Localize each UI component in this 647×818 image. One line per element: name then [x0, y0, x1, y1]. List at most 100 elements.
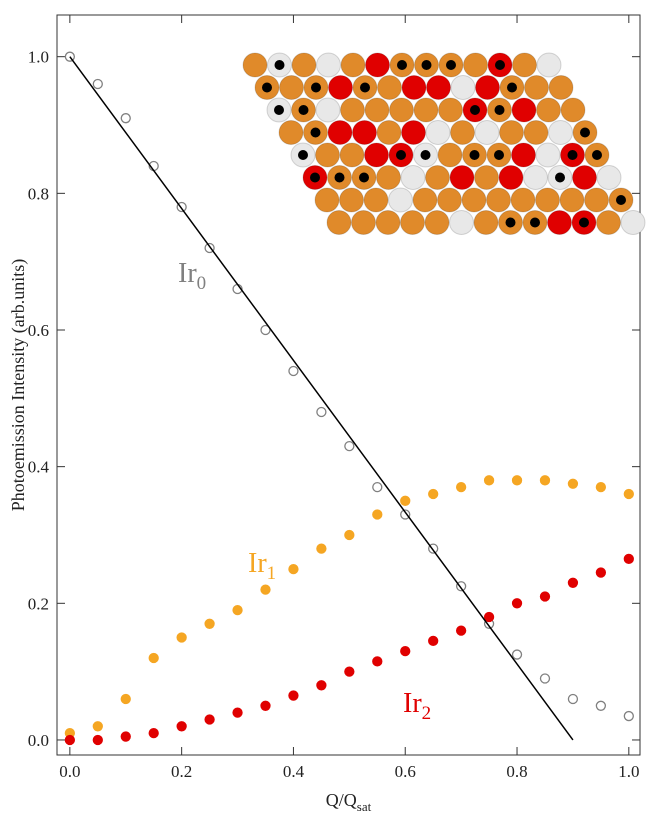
adsorbate	[530, 217, 540, 228]
atom	[340, 52, 366, 78]
atom	[327, 120, 353, 145]
data-point	[316, 406, 327, 418]
data-point	[92, 721, 103, 732]
data-point	[455, 581, 467, 592]
adsorbate	[359, 172, 369, 183]
atom	[401, 75, 427, 100]
atom	[315, 97, 341, 123]
atom	[316, 52, 341, 78]
series-label-sub: 0	[197, 273, 207, 294]
data-point	[400, 495, 411, 506]
y-tick-label: 0.8	[28, 184, 49, 203]
adsorbate	[298, 150, 308, 160]
adsorbate	[274, 60, 285, 70]
atom	[388, 187, 413, 213]
atom	[364, 97, 390, 123]
data-point	[288, 690, 299, 701]
atom	[620, 210, 646, 235]
data-point	[567, 693, 579, 705]
atom	[437, 187, 462, 213]
data-point	[483, 611, 495, 623]
atom	[510, 187, 536, 213]
data-point	[372, 656, 383, 667]
y-tick-label: 0.6	[28, 321, 49, 340]
data-point	[176, 632, 187, 643]
adsorbate	[310, 172, 320, 183]
data-point	[344, 666, 355, 677]
data-point	[344, 529, 355, 541]
atom	[486, 187, 511, 213]
data-point	[428, 635, 439, 647]
atom	[315, 142, 340, 168]
y-tick-label: 1.0	[28, 48, 49, 67]
data-point	[623, 710, 634, 722]
atom	[424, 210, 450, 235]
data-point	[623, 488, 634, 500]
y-tick-label: 0.0	[28, 731, 49, 750]
y-axis-label: Photoemission Intensity (arb.units)	[8, 259, 29, 511]
x-tick-label: 0.2	[171, 762, 192, 781]
x-tick-label: 0.0	[59, 762, 80, 781]
adsorbate	[396, 150, 406, 160]
atom	[463, 52, 488, 78]
atom	[584, 187, 609, 213]
data-point	[623, 553, 634, 565]
fit-line	[69, 56, 574, 741]
atom	[400, 165, 426, 190]
adsorbate	[494, 150, 504, 160]
atom	[450, 120, 475, 145]
atom	[339, 142, 365, 168]
adsorbate	[567, 150, 578, 160]
atom	[572, 165, 597, 190]
atom	[364, 142, 389, 168]
data-point	[260, 700, 271, 711]
x-tick-label: 1.0	[618, 762, 639, 781]
atom	[524, 75, 549, 100]
atom	[511, 142, 536, 168]
atom	[474, 120, 500, 145]
data-point	[232, 604, 243, 616]
adsorbate	[494, 105, 505, 115]
data-point	[539, 591, 551, 602]
data-point	[455, 625, 467, 636]
atom	[449, 210, 474, 235]
series-label-main: Ir	[178, 258, 197, 289]
atom	[326, 210, 352, 235]
atom	[461, 187, 487, 213]
series-label: Ir0	[178, 258, 206, 294]
series-label: Ir1	[248, 548, 276, 584]
data-point	[148, 652, 159, 664]
lattice-inset	[242, 52, 646, 235]
atom	[412, 187, 438, 213]
data-point	[148, 727, 159, 739]
atom	[340, 97, 365, 123]
atom	[523, 165, 548, 190]
atom	[413, 97, 439, 123]
atom	[438, 97, 463, 123]
atom	[511, 97, 537, 123]
series-label-sub: 1	[267, 563, 277, 584]
x-axis-label-sub: sat	[357, 799, 372, 814]
atom	[278, 120, 304, 145]
series-label-main: Ir	[248, 548, 267, 579]
data-point	[428, 543, 439, 554]
atom	[449, 165, 475, 190]
data-point	[176, 201, 187, 213]
atom	[523, 120, 549, 145]
atom	[596, 165, 622, 190]
adsorbate	[311, 82, 321, 93]
atom	[535, 187, 560, 213]
atom	[425, 165, 450, 190]
atom	[450, 75, 476, 100]
atom	[437, 142, 463, 168]
atom	[547, 210, 572, 235]
adsorbate	[592, 150, 602, 160]
data-point	[511, 649, 523, 660]
data-point	[120, 113, 131, 124]
atom	[425, 120, 451, 145]
plot-frame	[56, 14, 641, 756]
data-point	[92, 78, 103, 90]
x-axis-label-main: Q/Q	[326, 790, 357, 810]
data-point	[260, 324, 271, 336]
data-point	[204, 242, 215, 254]
